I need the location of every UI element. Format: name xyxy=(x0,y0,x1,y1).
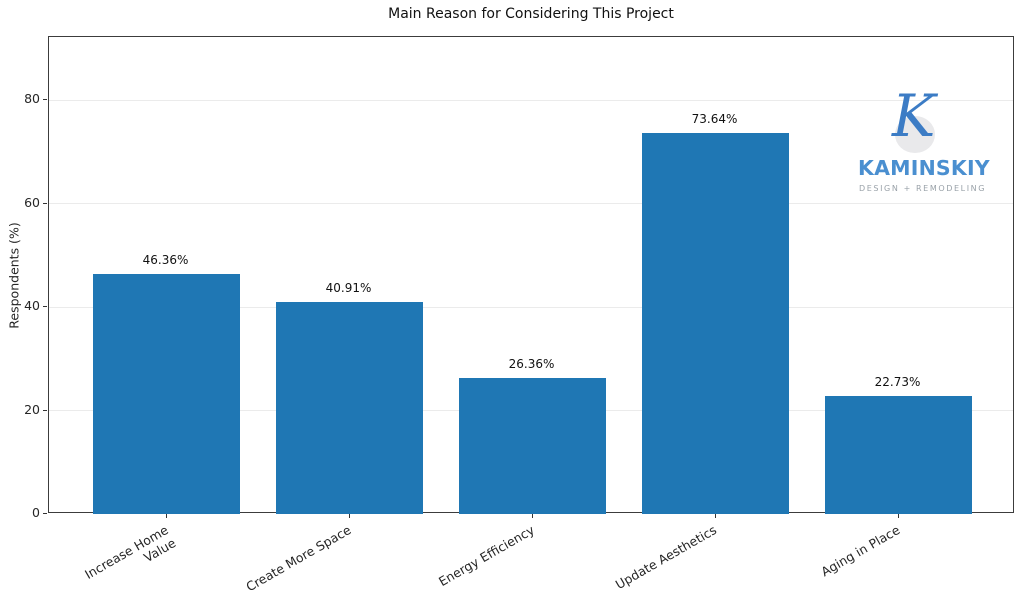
x-tick-mark xyxy=(165,514,167,518)
plot-area xyxy=(48,36,1014,514)
y-tick-label: 60 xyxy=(24,194,40,210)
logo-name: KAMINSKIY xyxy=(858,156,990,180)
y-tick-mark xyxy=(43,409,47,411)
y-tick-mark xyxy=(43,202,47,204)
bar xyxy=(276,302,423,514)
x-tick-label: Increase Home Value xyxy=(81,522,178,583)
y-tick-label: 0 xyxy=(32,505,40,520)
x-tick-mark xyxy=(714,514,716,518)
bar-value-label: 46.36% xyxy=(142,253,189,268)
logo-circle xyxy=(895,116,935,153)
bar xyxy=(459,377,606,514)
x-tick-label: Energy Efficiency xyxy=(435,522,537,590)
gridline xyxy=(49,306,1013,308)
y-tick-mark xyxy=(43,513,47,514)
x-tick-label: Aging in Place xyxy=(818,522,903,580)
x-tick-label: Create More Space xyxy=(243,522,354,593)
bar xyxy=(825,396,972,514)
gridline xyxy=(49,203,1013,205)
bar-value-label: 40.91% xyxy=(325,281,372,296)
chart-title: Main Reason for Considering This Project xyxy=(388,6,674,22)
bar-value-label: 73.64% xyxy=(691,112,738,127)
x-tick-mark xyxy=(348,514,350,518)
x-tick-mark xyxy=(897,514,899,518)
y-tick-label: 80 xyxy=(24,91,40,107)
y-tick-mark xyxy=(43,306,47,308)
gridline xyxy=(49,99,1013,101)
logo: K KAMINSKIY DESIGN + REMODELING xyxy=(858,83,990,194)
x-tick-label: Update Aesthetics xyxy=(613,522,720,593)
bar xyxy=(642,133,789,514)
x-tick-mark xyxy=(531,514,533,518)
y-tick-mark xyxy=(43,99,47,101)
bar xyxy=(93,274,240,514)
y-tick-label: 20 xyxy=(24,401,40,417)
logo-monogram-k: K xyxy=(892,82,936,150)
y-tick-label: 40 xyxy=(24,298,40,314)
bar-value-label: 26.36% xyxy=(508,356,555,371)
bar-value-label: 22.73% xyxy=(874,375,921,390)
logo-tagline: DESIGN + REMODELING xyxy=(859,184,987,193)
